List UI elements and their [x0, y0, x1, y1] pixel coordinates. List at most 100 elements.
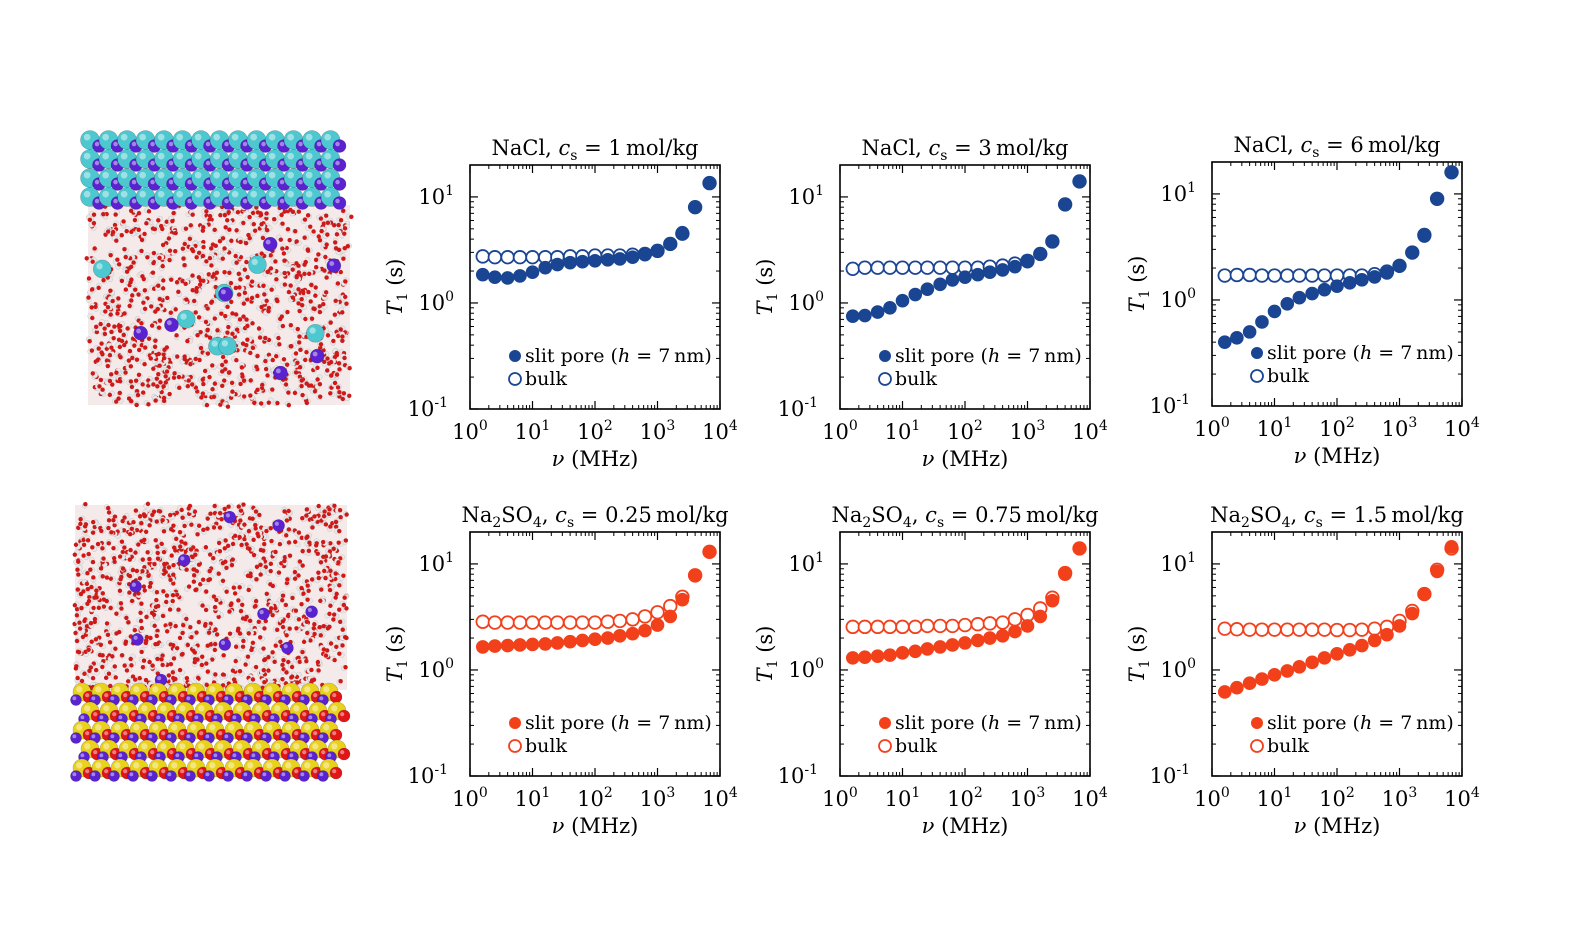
slit-pore-point	[1392, 258, 1407, 273]
legend-label-slit: slit pore (h = 7 nm)	[895, 712, 1082, 734]
bulk-point	[538, 615, 553, 630]
slit-pore-point	[513, 638, 527, 652]
bulk-point	[637, 609, 653, 624]
slit-pore-point	[1255, 315, 1269, 329]
legend-label-bulk: bulk	[895, 735, 937, 757]
bulk-point	[882, 260, 898, 275]
bulk-point	[870, 619, 885, 635]
slit-pore-point	[995, 628, 1010, 643]
y-tick-label: 100	[788, 656, 824, 682]
x-tick-label: 100	[1194, 785, 1230, 811]
slit-pore-point	[970, 633, 985, 648]
x-tick-label: 102	[947, 785, 983, 811]
slit-pore-point	[920, 282, 935, 296]
bulk-point	[1367, 621, 1382, 636]
y-tick-label: 100	[418, 289, 454, 315]
slit-pore-point	[1342, 276, 1357, 290]
slit-pore-point	[600, 631, 615, 645]
slit-pore-point	[970, 267, 985, 282]
slit-pore-point	[500, 638, 515, 653]
legend-marker-slit	[879, 717, 891, 729]
y-tick-label: 10-1	[778, 762, 818, 788]
slit-pore-point	[550, 257, 565, 272]
bulk-point	[932, 618, 948, 634]
plot-frame	[469, 164, 721, 410]
y-tick-label: 101	[1160, 550, 1196, 576]
bulk-point	[1242, 622, 1257, 637]
legend-label-slit: slit pore (h = 7 nm)	[895, 345, 1082, 367]
slit-pore-point	[1020, 254, 1035, 269]
x-tick-label: 101	[515, 785, 551, 811]
chart-title: NaCl, cs = 6 mol/kg	[1233, 133, 1440, 161]
slit-pore-point	[1430, 564, 1444, 579]
plot-frame	[469, 531, 721, 777]
x-axis-label: ν (MHz)	[552, 814, 639, 838]
bulk-point	[1229, 622, 1245, 637]
slit-pore-point	[1045, 593, 1060, 608]
legend-marker-slit	[879, 350, 891, 362]
legend-label-slit: slit pore (h = 7 nm)	[1267, 342, 1454, 364]
x-tick-label: 104	[1072, 418, 1108, 444]
x-tick-label: 104	[1444, 415, 1480, 441]
bulk-point	[1342, 622, 1357, 638]
slit-pore-point	[538, 260, 553, 275]
slit-pore-point	[1342, 642, 1357, 657]
bulk-point	[908, 619, 923, 635]
legend: slit pore (h = 7 nm)bulk	[1250, 712, 1454, 757]
slit-pore-point	[945, 638, 960, 652]
slit-pore-point	[1417, 587, 1432, 601]
y-tick-label: 101	[788, 550, 824, 576]
x-axis-label: ν (MHz)	[1294, 444, 1381, 468]
bulk-point	[1280, 622, 1295, 637]
x-tick-label: 103	[1010, 418, 1046, 444]
slit-pore-point	[525, 265, 540, 280]
legend-marker-slit	[509, 717, 521, 729]
bulk-point	[1217, 621, 1232, 636]
slit-pore-point	[588, 253, 602, 268]
x-tick-label: 101	[1257, 415, 1293, 441]
y-axis-label: T1 (s)	[753, 259, 781, 316]
slit-pore-point	[1355, 272, 1369, 287]
slit-pore-point	[1380, 266, 1394, 280]
slit-pore-point	[1033, 609, 1048, 624]
bulk-point	[908, 260, 923, 275]
bulk-point	[487, 615, 503, 630]
x-tick-label: 102	[1319, 785, 1355, 811]
slit-pore-point	[1405, 606, 1420, 621]
bulk-point	[1217, 268, 1232, 283]
bulk-point	[500, 250, 515, 265]
chart-title: Na2SO4, cs = 0.25 mol/kg	[461, 503, 728, 531]
slit-pore-point	[1305, 655, 1319, 670]
x-tick-label: 101	[885, 785, 921, 811]
x-tick-label: 103	[1382, 415, 1418, 441]
y-axis-label: T1 (s)	[1125, 256, 1153, 313]
legend-label-bulk: bulk	[525, 368, 567, 390]
y-tick-label: 101	[418, 183, 454, 209]
slit-pore-point	[663, 609, 678, 624]
slit-pore-point	[702, 545, 717, 559]
legend: slit pore (h = 7 nm)bulk	[508, 345, 712, 390]
slit-pore-point	[1355, 638, 1369, 653]
x-tick-label: 101	[515, 418, 551, 444]
bulk-point	[1229, 267, 1245, 283]
legend: slit pore (h = 7 nm)bulk	[878, 712, 1082, 757]
chart-title: NaCl, cs = 1 mol/kg	[491, 136, 698, 164]
slit-pore-point	[1367, 270, 1382, 284]
slit-pore-point	[500, 271, 515, 285]
slit-pore-point	[613, 628, 627, 643]
slit-pore-point	[908, 287, 923, 302]
bulk-point	[995, 615, 1010, 630]
slit-pore-point	[563, 634, 577, 649]
chart-title: NaCl, cs = 3 mol/kg	[861, 136, 1068, 164]
slit-pore-point	[1072, 541, 1087, 556]
x-tick-label: 100	[1194, 415, 1230, 441]
slit-pore-point	[1280, 664, 1295, 678]
y-tick-label: 10-1	[1150, 762, 1190, 788]
x-axis-label: ν (MHz)	[922, 447, 1009, 471]
bulk-point	[1267, 268, 1282, 283]
x-axis-label: ν (MHz)	[922, 814, 1009, 838]
slit-pore-point	[1033, 247, 1048, 261]
bulk-point	[920, 618, 935, 634]
